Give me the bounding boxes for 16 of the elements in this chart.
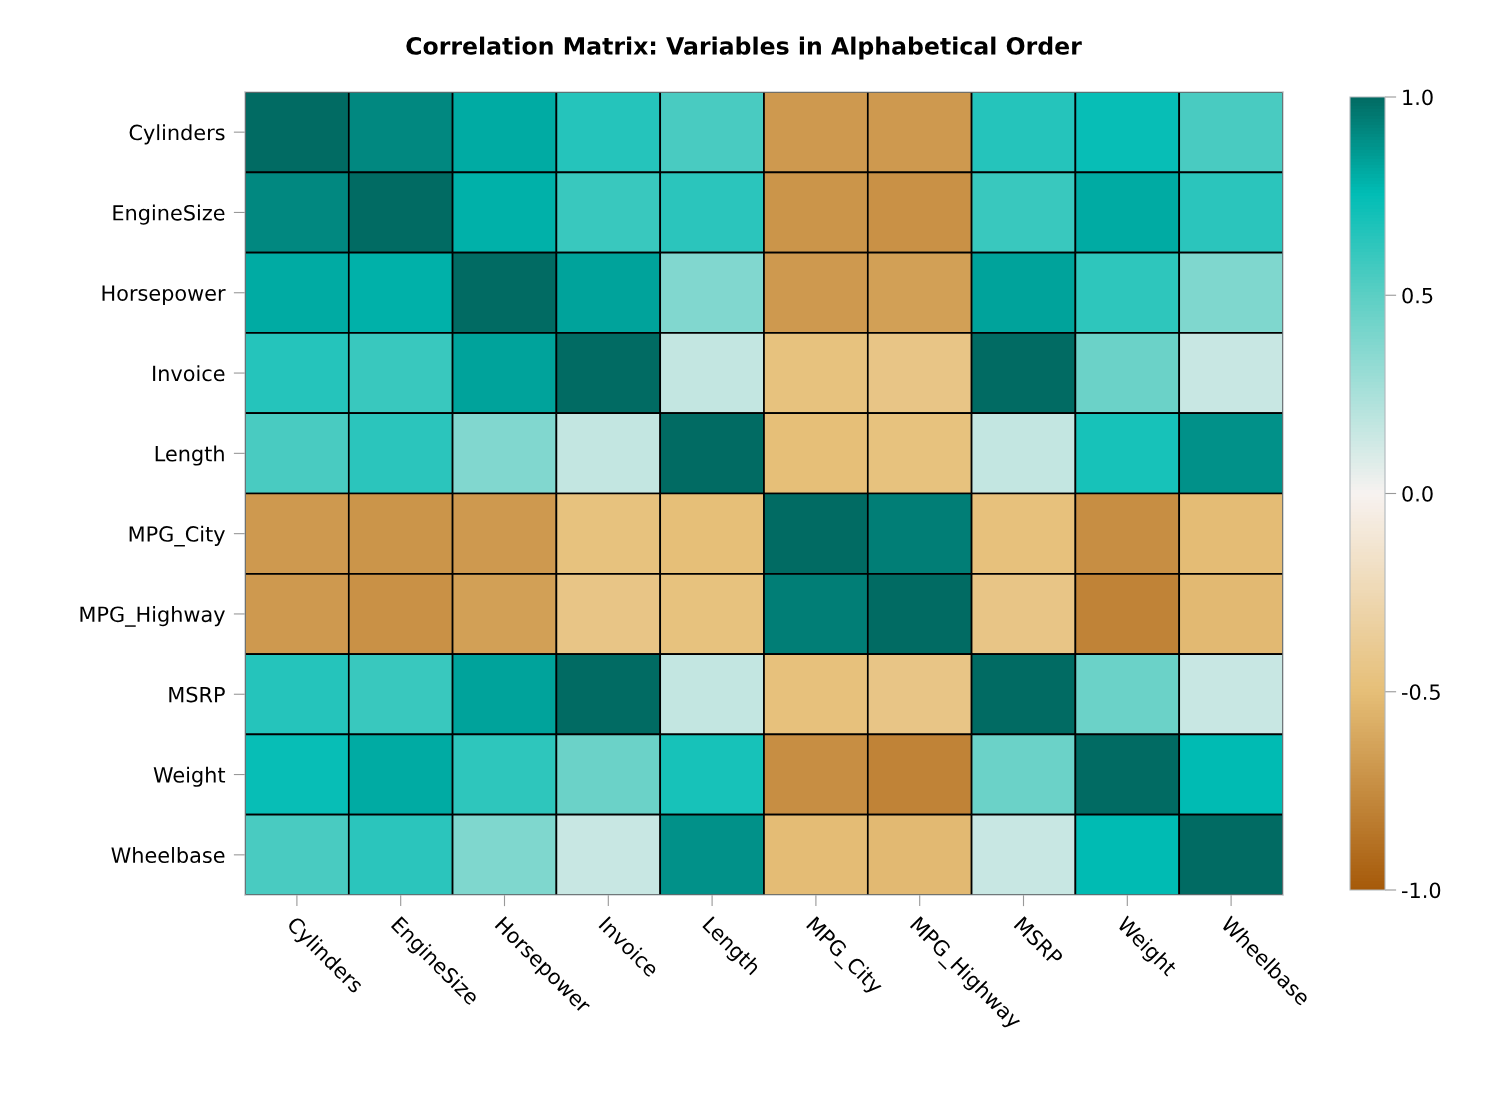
y-tick-label: MPG_City xyxy=(129,525,225,547)
color-bar-label: 0.5 xyxy=(1402,287,1433,304)
color-bar-label: -1.0 xyxy=(1401,882,1441,899)
y-tick-label: Length xyxy=(155,445,224,466)
y-tick-label: MPG_Highway xyxy=(80,606,225,627)
color-bar-label: 1.0 xyxy=(1403,89,1433,106)
y-tick-label: MSRP xyxy=(169,686,225,703)
color-bar-label: -0.5 xyxy=(1401,684,1440,700)
color-bar-label: 0.0 xyxy=(1402,485,1433,502)
chart-title: Correlation Matrix: Variables in Alphabetical Order xyxy=(406,36,1082,60)
y-tick-label: Cylinders xyxy=(129,124,225,145)
y-tick-label: EngineSize xyxy=(113,204,225,225)
y-tick-label: Weight xyxy=(153,766,226,787)
y-tick-label: Horsepower xyxy=(102,285,226,305)
y-tick-label: Invoice xyxy=(153,365,225,382)
y-tick-label: Wheelbase xyxy=(111,846,225,864)
